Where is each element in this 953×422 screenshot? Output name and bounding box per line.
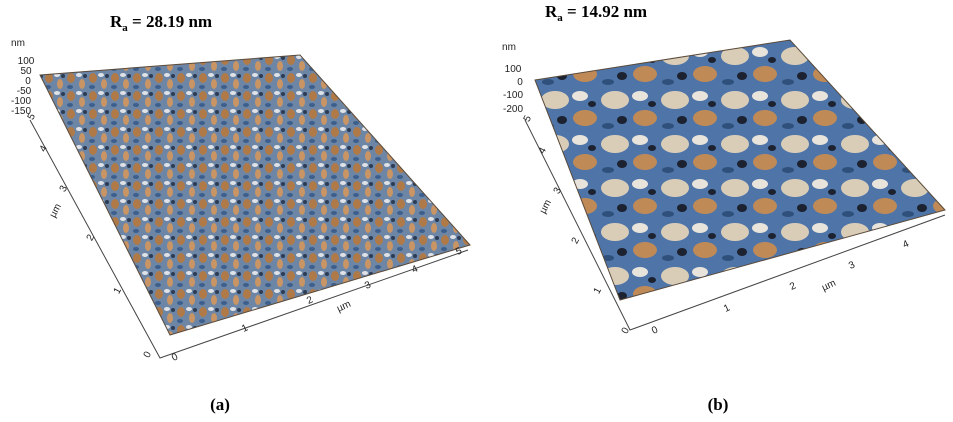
surface-a [29,54,471,359]
caption: (b) [708,395,729,414]
z-tick-label: -100 [503,90,523,101]
x-tick-label: 2 [788,280,798,293]
x-tick-label: 5 [454,245,464,258]
y-tick-label: 5 [522,113,535,123]
z-tick-label: -100 [11,96,31,107]
y-axis-label: µm [538,198,554,216]
surface-b [524,39,946,331]
y-tick-label: 0 [620,325,633,335]
z-tick-label: -150 [11,106,31,117]
z-tick-label: 100 [505,64,522,75]
x-tick-label: 0 [170,351,180,364]
panel-title: Ra = 14.92 nm [545,2,647,24]
z-tick-label: 0 [517,77,523,88]
z-axis-label: nm [502,42,516,53]
x-tick-label: 4 [410,263,420,276]
y-tick-label: 1 [112,285,125,295]
y-tick-label: 0 [142,349,155,359]
x-tick-label: 3 [363,279,373,292]
x-tick-label: 0 [650,324,660,337]
z-tick-label: -50 [17,86,32,97]
x-tick-label: 1 [240,322,250,335]
panel-title: Ra = 28.19 nm [110,12,212,34]
y-axis-label: µm [48,202,64,220]
x-tick-label: 3 [847,259,857,272]
caption: (a) [210,395,230,414]
y-tick-label: 2 [570,235,583,245]
y-tick-label: 2 [85,232,98,242]
y-tick-label: 4 [38,143,51,153]
x-tick-label: 2 [305,294,315,307]
z-tick-label: 50 [20,66,32,77]
z-tick-label: -200 [503,104,523,115]
x-tick-label: 4 [901,238,911,251]
x-tick-label: 1 [722,302,732,315]
z-axis-label: nm [11,38,25,49]
y-tick-label: 5 [26,111,39,121]
y-tick-label: 3 [552,185,565,195]
x-axis-label: µm [335,299,352,315]
y-tick-label: 4 [537,145,550,155]
y-tick-label: 1 [592,285,605,295]
z-tick-label: 0 [25,76,31,87]
z-tick-label: 100 [18,56,35,67]
y-tick-label: 3 [58,183,71,193]
x-axis-label: µm [820,278,837,294]
